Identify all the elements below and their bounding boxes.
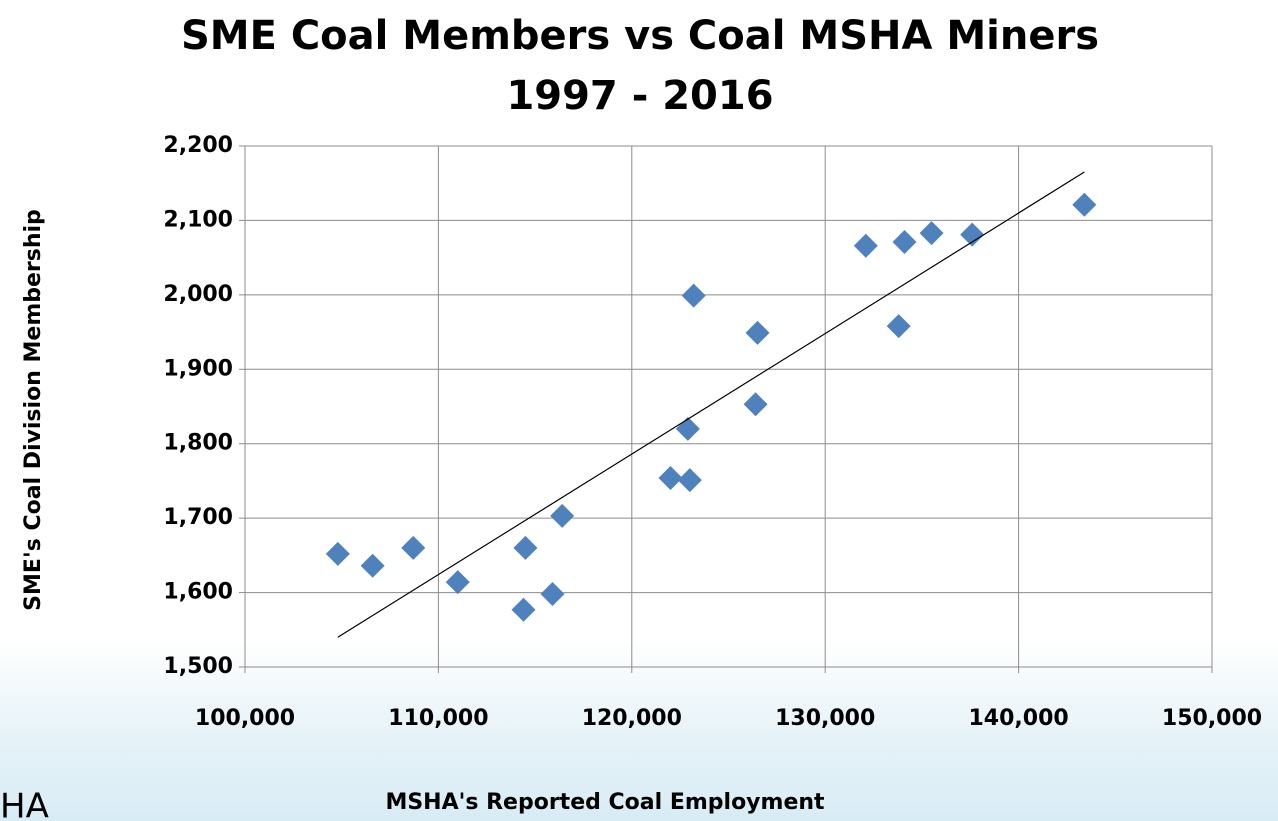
point xyxy=(677,468,702,493)
point xyxy=(745,320,770,345)
x-tick-label: 110,000 xyxy=(388,706,488,731)
y-tick-label: 2,000 xyxy=(163,282,233,307)
point xyxy=(892,230,917,255)
chart-title: SME Coal Members vs Coal MSHA Miners xyxy=(181,13,1099,59)
point xyxy=(960,222,985,247)
x-tick-label: 120,000 xyxy=(582,706,682,731)
point xyxy=(540,582,565,607)
point xyxy=(681,283,706,308)
y-tick-label: 2,200 xyxy=(163,133,233,158)
point xyxy=(550,503,575,528)
point xyxy=(919,221,944,246)
y-tick-label: 1,700 xyxy=(163,505,233,530)
x-tick-label: 140,000 xyxy=(968,706,1068,731)
point xyxy=(511,597,536,622)
y-tick-label: 2,100 xyxy=(163,207,233,232)
y-tick-label: 1,500 xyxy=(163,654,233,679)
point xyxy=(658,465,683,490)
point xyxy=(1072,192,1097,217)
point xyxy=(886,314,911,339)
cropped-text: HA xyxy=(0,787,49,821)
trendline xyxy=(337,171,1085,638)
chart-subtitle: 1997 - 2016 xyxy=(506,73,773,119)
y-tick-label: 1,900 xyxy=(163,356,233,381)
y-tick-label: 1,800 xyxy=(163,431,233,456)
point xyxy=(401,535,426,560)
point xyxy=(445,570,470,595)
point xyxy=(360,553,385,578)
x-axis-label: MSHA's Reported Coal Employment xyxy=(385,790,825,815)
y-tick-label: 1,600 xyxy=(163,580,233,605)
y-axis-label: SME's Coal Division Membership xyxy=(21,209,46,611)
point xyxy=(743,392,768,417)
x-tick-label: 130,000 xyxy=(775,706,875,731)
point xyxy=(853,233,878,258)
point xyxy=(513,535,538,560)
point xyxy=(325,541,350,566)
x-tick-label: 100,000 xyxy=(195,706,295,731)
x-tick-label: 150,000 xyxy=(1162,706,1262,731)
point xyxy=(675,416,700,441)
